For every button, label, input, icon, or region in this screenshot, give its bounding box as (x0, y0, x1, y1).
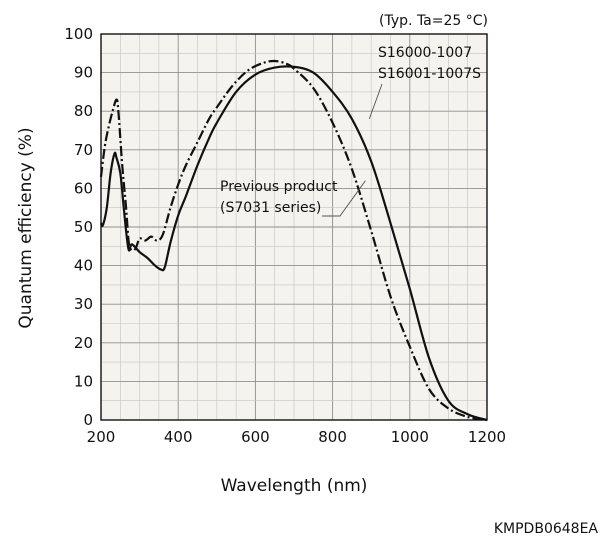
y-tick-label: 90 (74, 64, 93, 82)
y-tick-label: 0 (83, 411, 93, 429)
annotation-label-s16000: S16001-1007S (378, 66, 481, 82)
plot-frame (100, 33, 488, 421)
y-tick-label: 80 (74, 102, 93, 120)
annotation-label-previous-product: Previous product (220, 179, 338, 195)
annotation-leader-s16000 (368, 83, 383, 120)
annotation-label-previous-product: (S7031 series) (220, 200, 321, 216)
axis-ticks: 200 400 600 800 1000 1200 0 10 20 30 40 50 60 70 80 90 1… (64, 25, 506, 446)
series-layer (99, 59, 488, 422)
y-tick-label: 70 (74, 141, 93, 159)
annotation-leader-previous-product (322, 180, 366, 217)
grid (100, 33, 488, 421)
series-line-s16000 (99, 59, 488, 422)
y-tick-label: 10 (74, 372, 93, 390)
y-axis-title: Quantum efficiency (%) (16, 127, 36, 328)
x-tick-label: 400 (164, 428, 193, 446)
y-tick-label: 50 (74, 218, 93, 236)
document-code: KMPDB0648EA (494, 521, 599, 537)
y-tick-label: 60 (74, 179, 93, 197)
annotation-label-s16000: S16000-1007 (378, 45, 472, 61)
y-tick-label: 30 (74, 295, 93, 313)
x-tick-label: 600 (241, 428, 270, 446)
y-tick-label: 20 (74, 334, 93, 352)
x-tick-label: 1200 (468, 428, 506, 446)
y-tick-label: 100 (64, 25, 93, 43)
y-tick-label: 40 (74, 257, 93, 275)
annotations: S16000-1007 S16001-1007S Previous product (… (220, 45, 481, 217)
x-tick-label: 800 (318, 428, 347, 446)
x-tick-label: 1000 (391, 428, 429, 446)
condition-note: (Typ. Ta=25 °C) (379, 13, 488, 29)
series-line-previous-product (100, 65, 488, 422)
x-axis-title: Wavelength (nm) (221, 476, 368, 496)
x-tick-label: 200 (87, 428, 116, 446)
